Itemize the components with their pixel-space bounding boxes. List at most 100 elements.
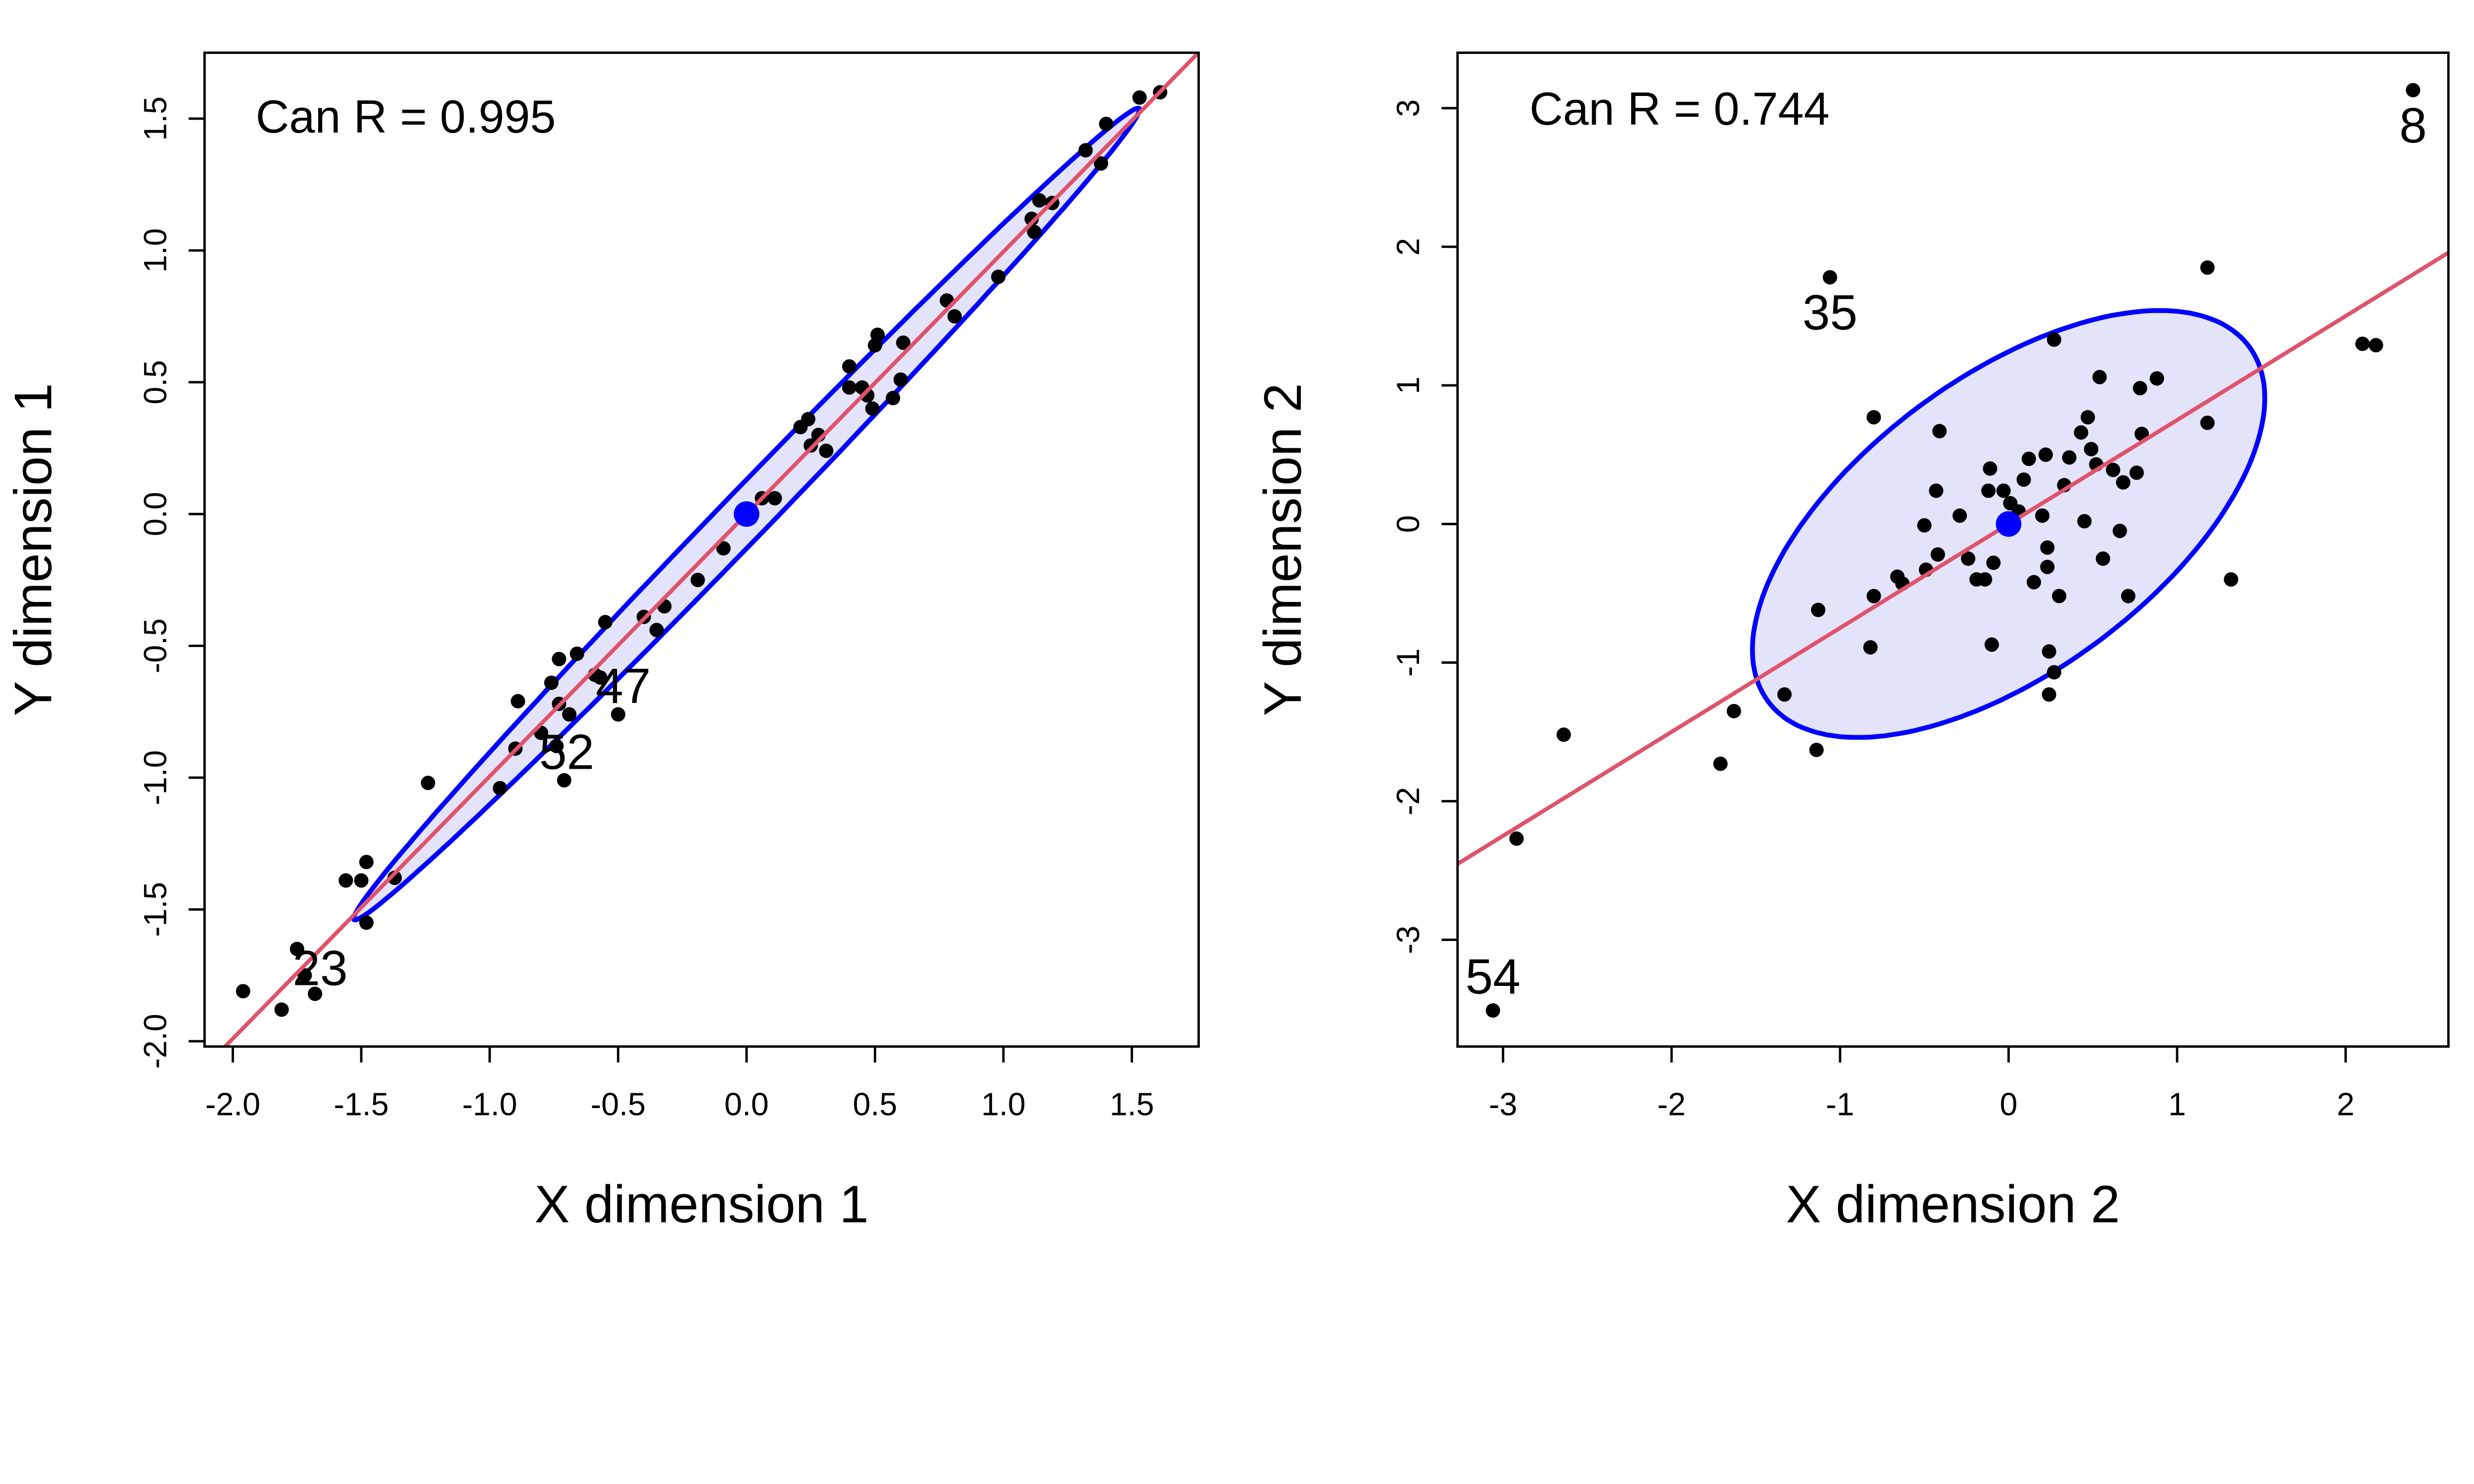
y-tick-label: 1 [1390,376,1426,394]
regression-line [1457,251,2449,866]
data-point [1866,410,1881,425]
data-point [2062,450,2077,465]
data-point [2106,463,2121,477]
y-tick-label: -2.0 [138,1014,173,1068]
point-id-label: 54 [1466,949,1521,1004]
data-point [1932,424,1947,439]
y-tick-label: 3 [1390,99,1426,117]
data-point [593,670,608,685]
canonical-correlation-plots: Can R = 0.995 X dimension 1 Y dimension … [3,51,2450,1234]
x-axis-label: X dimension 1 [534,1175,868,1234]
data-point [1863,640,1878,655]
y-tick-label: -2 [1390,787,1426,815]
plot-frame [1456,51,2450,1048]
y-tick-label: -1.5 [138,882,173,937]
data-point [842,359,856,374]
x-tick-label: 1.5 [1110,1087,1154,1122]
data-point [1822,270,1837,285]
x-tick-label: -2 [1658,1087,1686,1122]
data-point [354,873,369,888]
data-point [2040,559,2055,574]
data-point [1952,508,1967,523]
data-point [1509,831,1524,846]
data-point [2046,332,2061,347]
annotation-can-r: Can R = 0.995 [256,91,556,142]
centroid-point [1996,511,2022,537]
data-point [1929,483,1944,498]
y-tick-label: -1.0 [138,750,173,805]
data-point [1099,116,1114,132]
point-id-label: 23 [292,940,347,996]
data-point [2200,416,2215,430]
data-point [2080,410,2095,425]
data-point [2129,465,2144,480]
data-point [297,968,312,983]
y-tick-label: 0.0 [138,492,173,536]
data-point [2095,551,2110,566]
data-point [2149,371,2164,386]
data-point [421,776,435,790]
data-point [801,412,815,426]
data-point [865,401,880,416]
data-point [1981,483,1996,498]
data-point [2369,338,2383,353]
point-id-label: 52 [539,724,594,780]
data-point [557,773,571,788]
data-point [819,443,834,458]
x-tick-label: 1 [2168,1087,2186,1122]
x-tick-label: -1.5 [333,1087,388,1122]
data-point [2052,589,2067,603]
data-point [1983,461,1998,476]
data-point [2016,472,2031,487]
data-point [1713,756,1728,771]
data-point [2074,425,2089,440]
y-tick-label: 1.5 [138,96,173,141]
annotation-can-r: Can R = 0.744 [1529,83,1830,135]
data-point [359,855,374,870]
data-point [893,372,908,387]
data-point [2116,475,2131,490]
data-point [2035,508,2050,523]
data-point [767,491,782,506]
data-point [2133,381,2147,396]
data-point [2200,260,2215,275]
plot-area [222,52,1199,1047]
data-point [2112,523,2127,538]
panel-dimension-2: Can R = 0.744 X dimension 2 Y dimension … [1253,51,2450,1234]
data-point [2092,370,2107,384]
data-point [1978,572,1993,587]
y-tick-label: -0.5 [138,618,173,673]
y-axis-label: Y dimension 1 [3,383,62,716]
data-point [2042,687,2056,702]
plot-area [1457,83,2449,1018]
data-point [611,707,625,722]
data-point [649,623,664,638]
data-point [991,270,1006,284]
centroid-point [733,501,760,527]
y-tick-label: 0 [1390,515,1426,533]
data-point [544,675,559,690]
x-tick-label: -2.0 [205,1087,260,1122]
data-point [1726,704,1741,719]
y-tick-label: 1.0 [138,228,173,273]
data-point [1809,742,1824,757]
data-point [2042,644,2056,659]
data-point [842,380,856,395]
x-tick-label: -1.0 [462,1087,517,1122]
data-point [2026,575,2042,590]
data-point [2406,83,2421,97]
y-axis-label: Y dimension 2 [1253,383,1312,716]
point-id-label: 8 [2399,98,2427,153]
data-point [1027,225,1042,239]
point-id-label: 35 [1803,285,1857,340]
x-tick-label: 1.0 [981,1087,1026,1122]
data-point [1485,1003,1500,1018]
data-point [947,309,962,324]
data-point [2084,442,2098,457]
data-point [308,986,323,1001]
data-point [2040,540,2055,555]
x-tick-label: -1 [1826,1087,1854,1122]
data-point [338,873,353,888]
data-point [274,1002,289,1017]
data-point [289,941,304,956]
